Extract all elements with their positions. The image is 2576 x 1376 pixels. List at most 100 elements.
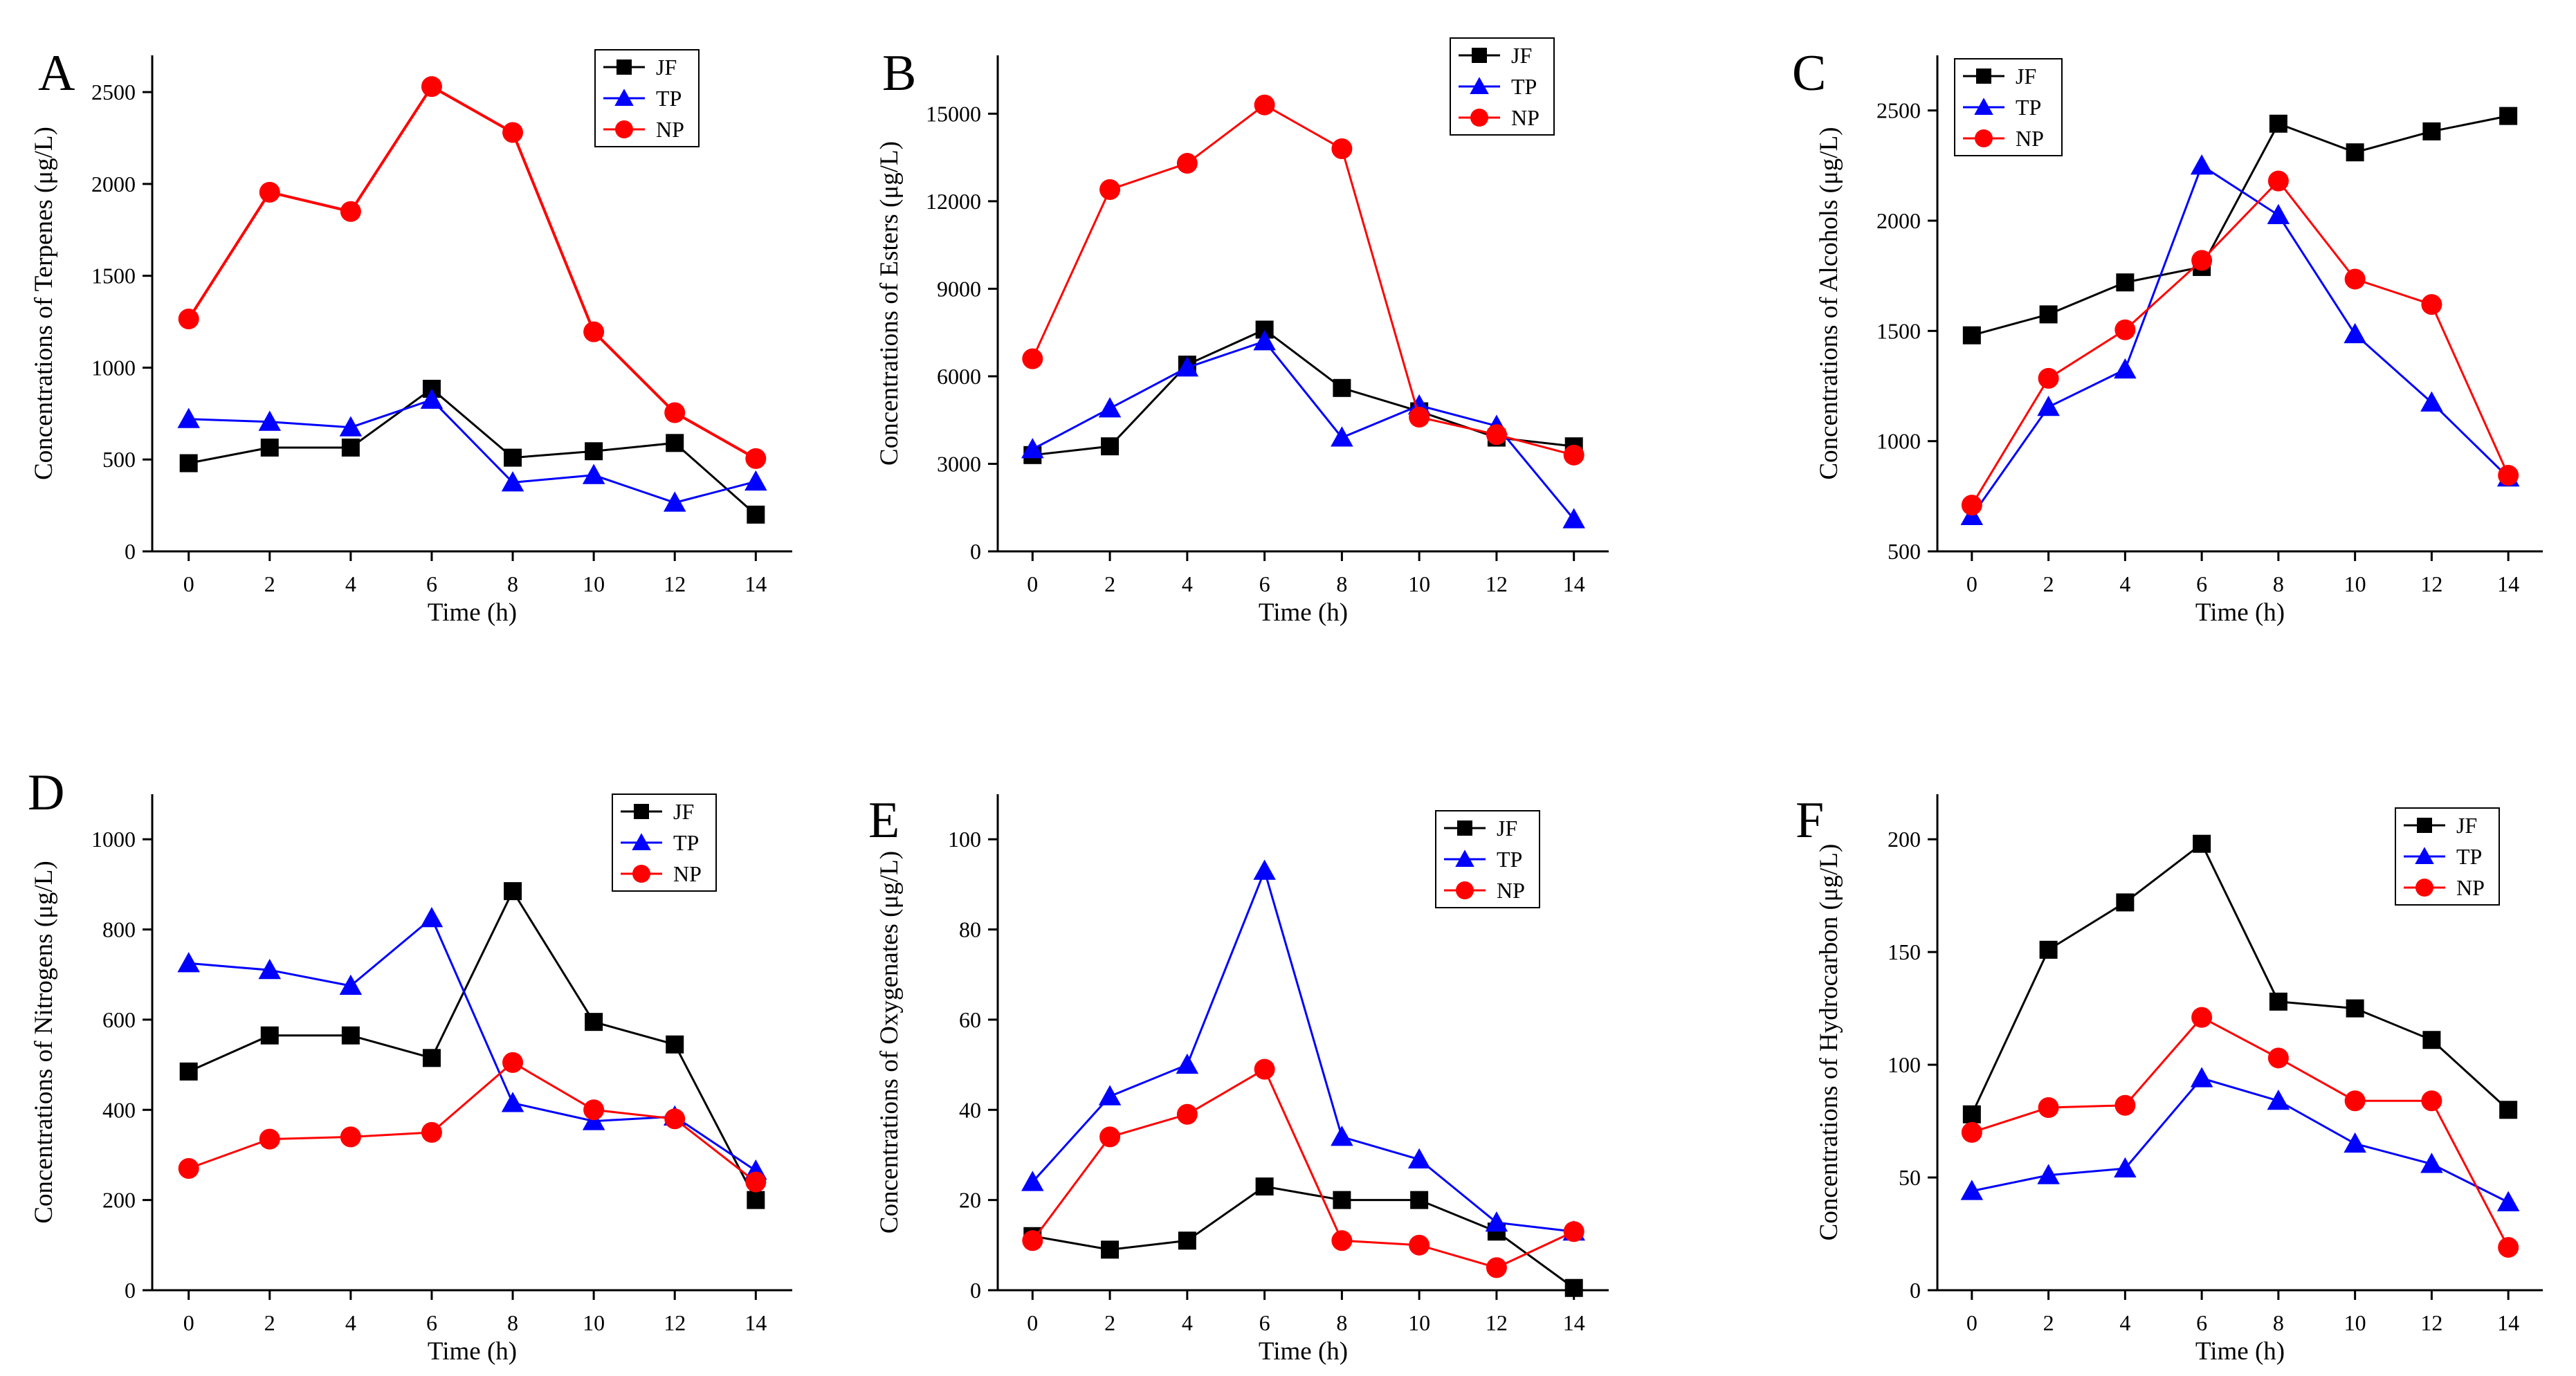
x-axis-title: Time (h) — [1259, 598, 1348, 627]
data-point — [1486, 1257, 1507, 1278]
series-line — [188, 84, 757, 460]
legend: JF TP NP — [612, 794, 717, 892]
series-np — [1961, 1007, 2519, 1258]
x-tick-label: 8 — [1336, 571, 1347, 596]
legend-marker — [2415, 847, 2434, 864]
data-point — [1563, 444, 1584, 466]
legend-label: NP — [2016, 126, 2044, 151]
data-point — [1331, 138, 1353, 159]
x-tick-label: 2 — [264, 1310, 275, 1335]
data-point — [1564, 1278, 1583, 1297]
data-point — [2344, 1090, 2366, 1112]
y-tick-label: 500 — [1888, 539, 1921, 564]
legend-marker — [614, 89, 634, 106]
x-tick-label: 4 — [1182, 571, 1193, 596]
data-point — [2190, 1067, 2213, 1088]
data-point — [745, 470, 767, 491]
data-point — [501, 471, 524, 492]
y-tick-label: 40 — [959, 1097, 981, 1122]
data-point — [422, 1049, 441, 1067]
data-point — [258, 410, 282, 431]
series-line — [188, 1061, 757, 1183]
y-tick-label: 2000 — [1876, 208, 1921, 233]
data-point — [2038, 1097, 2059, 1119]
data-point — [2037, 396, 2060, 416]
data-point — [2190, 154, 2213, 175]
data-point — [1255, 1177, 1274, 1196]
y-tick-label: 0 — [970, 539, 981, 564]
x-axis-title: Time (h) — [2195, 1337, 2285, 1366]
x-tick-label: 14 — [2497, 571, 2519, 596]
data-point — [2499, 1101, 2518, 1119]
data-point — [179, 1062, 198, 1081]
series-line — [188, 398, 756, 504]
legend-marker — [1472, 48, 1487, 63]
y-tick-label: 200 — [1888, 827, 1921, 852]
y-tick-label: 2500 — [1876, 98, 1921, 123]
legend-marker — [1974, 98, 1993, 115]
legend-marker — [1976, 68, 1991, 84]
x-tick-label: 6 — [1259, 1310, 1270, 1335]
x-tick-label: 12 — [664, 1310, 686, 1335]
data-point — [1331, 1230, 1353, 1251]
data-point — [2420, 1153, 2443, 1173]
y-tick-label: 15000 — [926, 101, 981, 126]
data-point — [1178, 1231, 1196, 1250]
data-point — [1562, 508, 1585, 529]
data-point — [504, 882, 522, 901]
data-point — [2114, 1094, 2136, 1116]
data-point — [664, 1108, 686, 1130]
y-tick-label: 1000 — [91, 827, 136, 852]
x-tick-label: 8 — [2273, 571, 2284, 596]
y-tick-label: 3000 — [937, 451, 981, 476]
legend-label: NP — [673, 861, 702, 886]
data-point — [1101, 437, 1120, 456]
data-point — [2346, 999, 2364, 1018]
data-point — [1410, 1191, 1429, 1209]
y-tick-label: 600 — [102, 1007, 136, 1032]
legend-label: NP — [1497, 878, 1525, 903]
x-tick-label: 0 — [1966, 571, 1977, 596]
data-point — [2344, 322, 2366, 344]
series-tp — [1021, 859, 1585, 1241]
x-tick-label: 10 — [583, 571, 605, 596]
chart-panel-e: E 0 2 4 6 8 10 12 14 Time (h) 0 20 40 60 80 100 Concentr… — [868, 792, 1609, 1366]
data-point — [177, 407, 200, 428]
y-tick-label: 60 — [959, 1007, 981, 1032]
y-tick-label: 80 — [959, 917, 981, 942]
x-tick-label: 6 — [1259, 571, 1270, 596]
x-tick-label: 14 — [2497, 1310, 2519, 1335]
y-tick-label: 200 — [102, 1188, 136, 1213]
data-point — [1176, 1053, 1199, 1074]
data-point — [1099, 1126, 1121, 1148]
data-point — [747, 1191, 765, 1209]
chart-panel-c: C 0 2 4 6 8 10 12 14 Time (h) 500 1000 1500 2000 2500 C… — [1792, 45, 2543, 627]
data-point — [258, 958, 282, 980]
y-axis-title: Concentrations of Nitrogens (μg/L) — [30, 861, 58, 1223]
series-line — [1971, 179, 2510, 506]
data-point — [2116, 273, 2135, 292]
data-point — [1253, 330, 1276, 351]
panel-label: B — [882, 45, 916, 102]
y-tick-label: 100 — [1888, 1052, 1921, 1077]
legend-marker — [1975, 129, 1993, 147]
legend-marker — [615, 120, 633, 138]
legend: JF TP NP — [594, 49, 700, 147]
series-tp — [1960, 1067, 2520, 1211]
x-tick-label: 8 — [1336, 1310, 1347, 1335]
series-line — [1032, 868, 1574, 1233]
data-point — [2039, 940, 2058, 959]
legend: JF TP NP — [1435, 810, 1540, 908]
x-tick-label: 2 — [1104, 1310, 1115, 1335]
data-point — [1333, 1191, 1351, 1209]
data-point — [2267, 170, 2289, 192]
series-line — [188, 387, 757, 516]
data-point — [502, 122, 524, 143]
data-point — [2039, 305, 2058, 324]
data-point — [178, 1158, 199, 1180]
data-point — [340, 201, 361, 222]
x-tick-label: 0 — [1966, 1310, 1977, 1335]
x-tick-label: 10 — [1408, 1310, 1430, 1335]
data-point — [2114, 1157, 2137, 1178]
panel-label: A — [38, 45, 75, 102]
